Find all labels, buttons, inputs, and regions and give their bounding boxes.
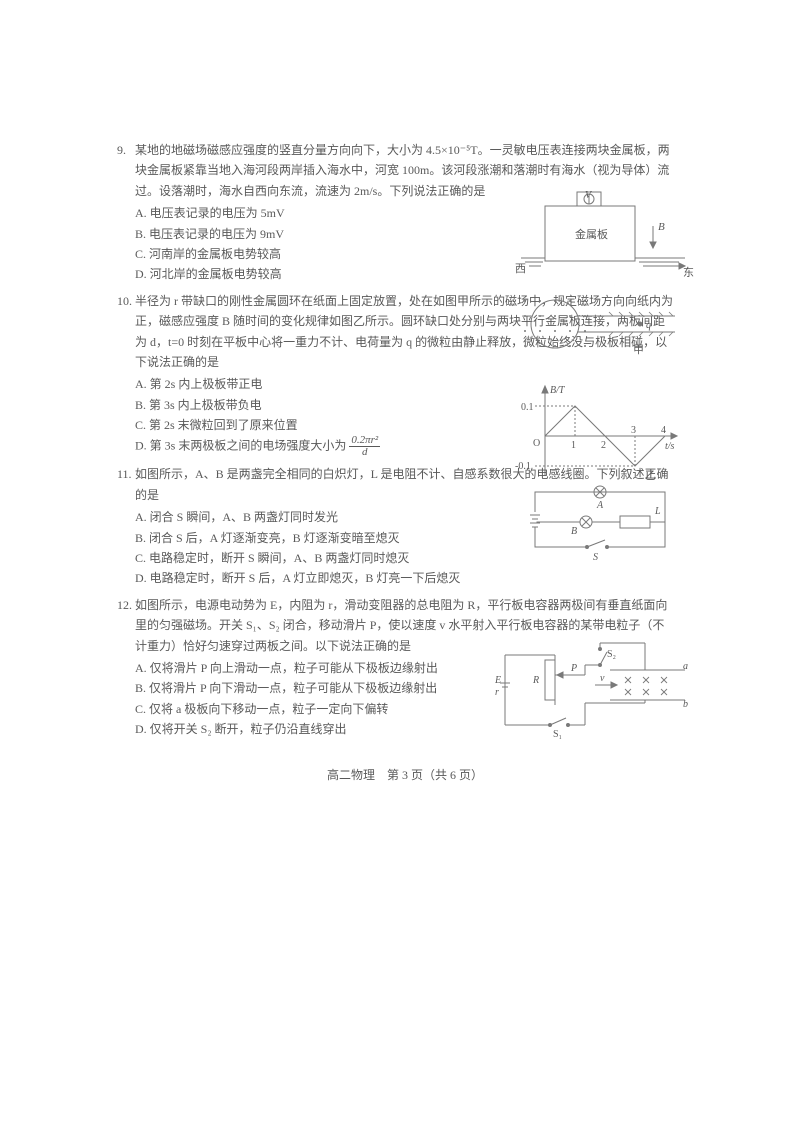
- q10-figure-jia: q 甲: [515, 291, 685, 371]
- svg-text:0.1: 0.1: [521, 402, 534, 413]
- svg-text:4: 4: [661, 425, 666, 436]
- svg-text:S: S: [593, 552, 598, 562]
- exam-page: 9. 某地的地磁场磁感应强度的竖直分量方向向下，大小为 4.5×10⁻⁵T。一灵…: [135, 140, 675, 746]
- svg-text:a: a: [683, 661, 688, 672]
- q12-number: 12.: [117, 595, 132, 615]
- q10-d-pre: D. 第 3s 末两极板之间的电场强度大小为: [135, 439, 346, 453]
- question-9: 9. 某地的地磁场磁感应强度的竖直分量方向向下，大小为 4.5×10⁻⁵T。一灵…: [135, 140, 675, 285]
- svg-text:B: B: [658, 221, 665, 233]
- q11-figure: A B L S: [525, 482, 675, 562]
- svg-text:v: v: [600, 673, 605, 684]
- q9-number: 9.: [117, 140, 126, 160]
- question-10: 10. 半径为 r 带缺口的刚性金属圆环在纸面上固定放置，处在如图甲所示的磁场中…: [135, 291, 675, 459]
- svg-text:t/s: t/s: [665, 441, 675, 452]
- svg-text:A: A: [596, 500, 604, 511]
- svg-text:西: 西: [515, 263, 526, 275]
- svg-text:q: q: [646, 320, 651, 331]
- svg-text:O: O: [533, 438, 540, 449]
- svg-text:R: R: [532, 675, 539, 686]
- svg-text:r: r: [495, 687, 499, 698]
- svg-text:B/T: B/T: [550, 385, 566, 396]
- q10-d-den: d: [349, 447, 380, 458]
- q12-figure: E r R P v a b S₁ S₂: [495, 635, 690, 740]
- svg-text:B: B: [571, 526, 577, 537]
- svg-text:b: b: [683, 699, 688, 710]
- svg-text:东: 东: [683, 266, 694, 279]
- q11-number: 11.: [117, 464, 132, 484]
- page-footer: 高二物理 第 3 页（共 6 页）: [135, 765, 675, 785]
- svg-text:1: 1: [571, 440, 576, 451]
- svg-text:P: P: [570, 663, 577, 674]
- question-11: 11. 如图所示，A、B 是两盏完全相同的白炽灯，L 是电阻不计、自感系数很大的…: [135, 464, 675, 588]
- question-12: 12. 如图所示，电源电动势为 E，内阻为 r，滑动变阻器的总电阻为 R，平行板…: [135, 595, 675, 740]
- svg-text:S₂: S₂: [607, 649, 616, 660]
- svg-text:2: 2: [601, 440, 606, 451]
- q11-opt-d: D. 电路稳定时，断开 S 后，A 灯立即熄灭，B 灯亮一下后熄灭: [135, 568, 675, 588]
- svg-text:金属板: 金属板: [575, 227, 608, 241]
- svg-text:E: E: [495, 675, 501, 686]
- svg-text:甲: 甲: [633, 344, 644, 356]
- svg-text:S₁: S₁: [553, 729, 562, 740]
- svg-text:L: L: [654, 506, 661, 517]
- svg-text:3: 3: [631, 425, 636, 436]
- q10-number: 10.: [117, 291, 132, 311]
- q9-figure: 金属板 B V 西 东: [515, 188, 695, 283]
